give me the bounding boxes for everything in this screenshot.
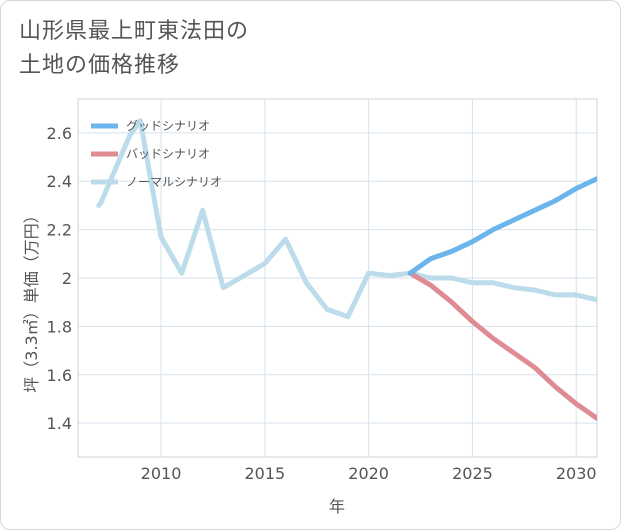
series-lines [96,118,597,421]
x-axis-label: 年 [329,497,345,516]
series-line-bad [407,270,597,421]
chart-title-line-2: 土地の価格推移 [19,53,181,78]
y-tick-label: 2.4 [47,172,72,191]
gridlines [78,99,597,457]
chart-title-line-1: 山形県最上町東法田の [19,19,250,44]
y-axis-label: 坪（3.3㎡）単価（万円） [22,207,41,392]
y-tick-label: 1.6 [47,366,72,385]
tick-labels: 1.4 1.6 1.8 2 2.2 2.4 2.6 2010 2015 2020 2025 2030 [47,124,597,483]
y-tick-label: 2.6 [47,124,72,143]
x-tick-label: 2030 [556,464,597,483]
legend-label-bad: バッドシナリオ [126,147,210,161]
y-tick-label: 1.8 [47,317,72,336]
y-tick-label: 2 [62,269,72,288]
x-tick-label: 2020 [348,464,389,483]
legend-label-good: グッドシナリオ [126,119,210,133]
x-tick-label: 2010 [141,464,182,483]
y-tick-label: 2.2 [47,221,72,240]
legend-label-normal: ノーマルシナリオ [126,175,222,189]
y-tick-label: 1.4 [47,414,72,433]
x-tick-label: 2025 [452,464,493,483]
chart-title: 山形県最上町東法田の 土地の価格推移 [19,15,249,83]
series-line-good [407,176,597,276]
series-line-normal [96,118,597,320]
x-tick-label: 2015 [244,464,285,483]
